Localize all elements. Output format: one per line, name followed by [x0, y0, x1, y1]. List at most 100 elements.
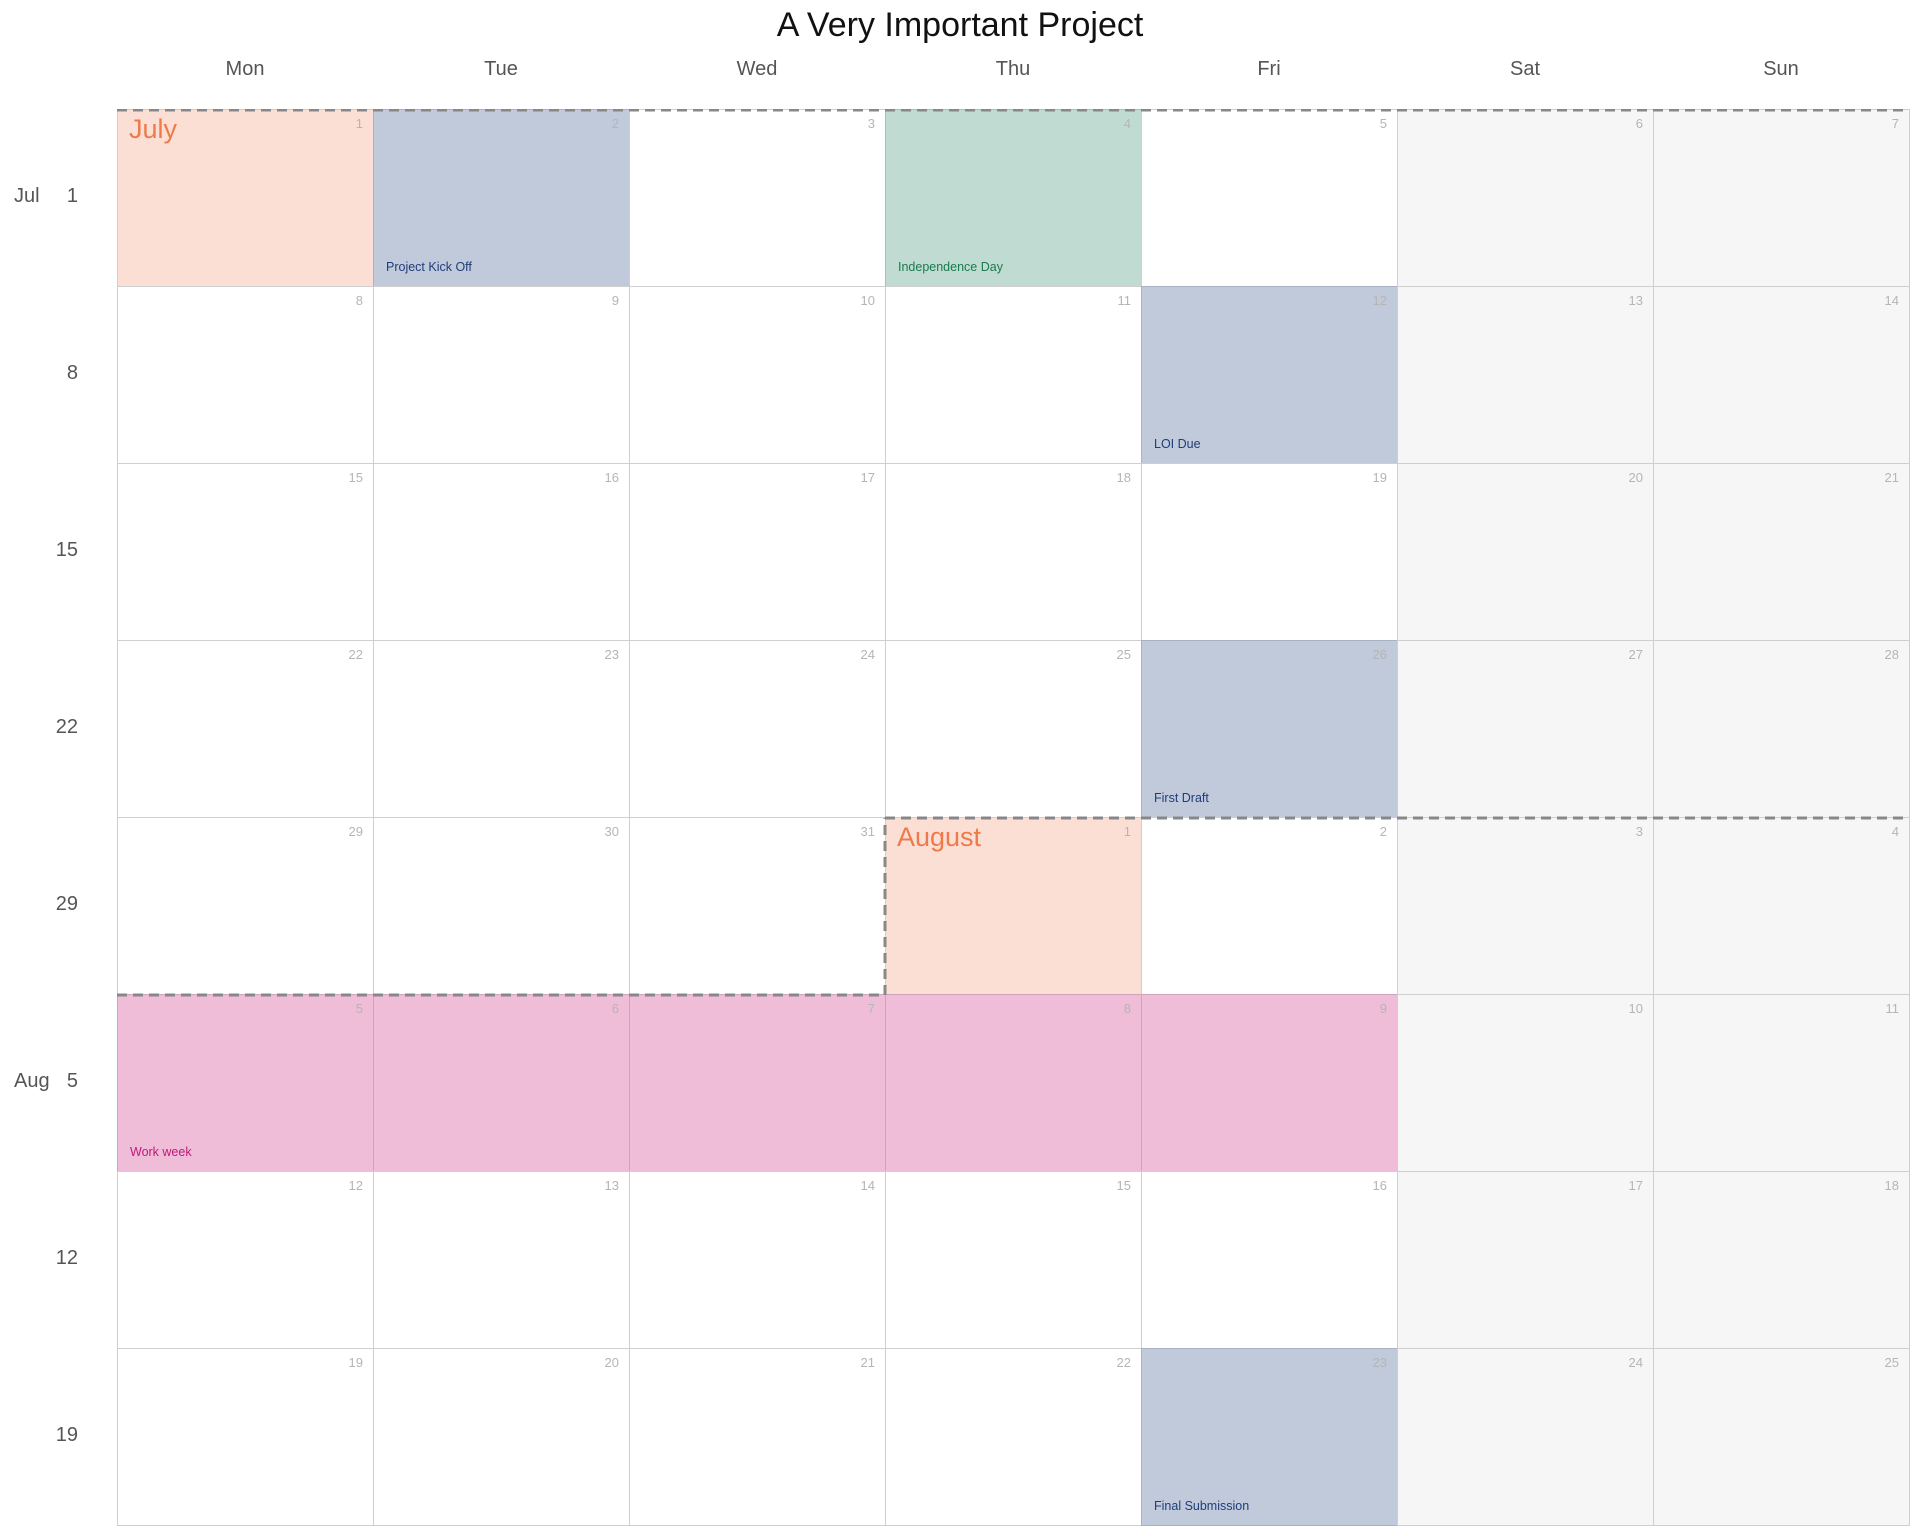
day-number: 18: [1116, 470, 1131, 485]
day-cell[interactable]: 6: [1397, 109, 1654, 287]
day-number: 21: [860, 1355, 875, 1370]
weekday-header-sun: Sun: [1763, 58, 1799, 80]
weekday-header-wed: Wed: [736, 58, 778, 80]
event-cell-workweek[interactable]: 7: [629, 994, 886, 1172]
day-cell[interactable]: 18: [1653, 1171, 1910, 1349]
day-cell[interactable]: 11: [885, 286, 1142, 464]
day-number: 27: [1628, 647, 1643, 662]
day-cell[interactable]: 10: [629, 286, 886, 464]
day-cell[interactable]: 21: [1653, 463, 1910, 641]
day-cell[interactable]: 15: [885, 1171, 1142, 1349]
day-cell[interactable]: 16: [1141, 1171, 1398, 1349]
day-number: 5: [355, 1001, 363, 1016]
day-cell[interactable]: 3: [629, 109, 886, 287]
event-cell-milestone[interactable]: 2 Project Kick Off: [373, 109, 630, 287]
day-cell[interactable]: 24: [629, 640, 886, 818]
day-cell[interactable]: 24: [1397, 1348, 1654, 1526]
day-number: 14: [860, 1178, 875, 1193]
day-cell[interactable]: 30: [373, 817, 630, 995]
event-label[interactable]: Project Kick Off: [386, 260, 472, 274]
day-cell[interactable]: 25: [1653, 1348, 1910, 1526]
week-row-start-day: 19: [55, 1423, 78, 1446]
day-cell[interactable]: 14: [629, 1171, 886, 1349]
day-cell[interactable]: 8: [117, 286, 374, 464]
event-label[interactable]: First Draft: [1154, 791, 1209, 805]
day-cell[interactable]: 17: [1397, 1171, 1654, 1349]
day-number: 29: [348, 824, 363, 839]
week-row-start-day: 22: [55, 715, 78, 738]
day-number: 11: [1885, 1001, 1900, 1016]
day-cell[interactable]: 11: [1653, 994, 1910, 1172]
day-cell[interactable]: 16: [373, 463, 630, 641]
day-cell[interactable]: 23: [373, 640, 630, 818]
day-cell[interactable]: 21: [629, 1348, 886, 1526]
day-number: 15: [1116, 1178, 1131, 1193]
day-number: 18: [1884, 1178, 1899, 1193]
day-cell[interactable]: 31: [629, 817, 886, 995]
weekday-header-mon: Mon: [225, 58, 265, 80]
day-number: 25: [1884, 1355, 1899, 1370]
day-number: 9: [1379, 1001, 1387, 1016]
event-cell-milestone[interactable]: 26 First Draft: [1141, 640, 1398, 818]
weekday-header-fri: Fri: [1257, 58, 1281, 80]
day-number: 3: [867, 116, 875, 131]
day-cell[interactable]: 13: [1397, 286, 1654, 464]
event-cell-workweek[interactable]: 5 Work week: [117, 994, 374, 1172]
day-number: 17: [860, 470, 875, 485]
day-cell[interactable]: 2: [1141, 817, 1398, 995]
day-cell[interactable]: 25: [885, 640, 1142, 818]
day-number: 8: [1123, 1001, 1131, 1016]
week-row-month: Jul: [14, 184, 40, 207]
day-number: 6: [611, 1001, 619, 1016]
day-cell[interactable]: 19: [117, 1348, 374, 1526]
day-cell[interactable]: 15: [117, 463, 374, 641]
day-cell[interactable]: 1 July: [117, 109, 374, 287]
day-cell[interactable]: 14: [1653, 286, 1910, 464]
day-cell[interactable]: 7: [1653, 109, 1910, 287]
event-label[interactable]: LOI Due: [1154, 437, 1201, 451]
day-cell[interactable]: 22: [117, 640, 374, 818]
day-number: 15: [348, 470, 363, 485]
day-cell[interactable]: 1 August: [885, 817, 1142, 995]
day-number: 28: [1884, 647, 1899, 662]
day-cell[interactable]: 27: [1397, 640, 1654, 818]
day-cell[interactable]: 20: [1397, 463, 1654, 641]
day-cell[interactable]: 20: [373, 1348, 630, 1526]
event-cell-holiday[interactable]: 4 Independence Day: [885, 109, 1142, 287]
month-name-label: July: [129, 114, 178, 144]
event-label[interactable]: Work week: [130, 1145, 192, 1159]
day-cell[interactable]: 13: [373, 1171, 630, 1349]
event-cell-milestone[interactable]: 23 Final Submission: [1141, 1348, 1398, 1526]
day-number: 16: [604, 470, 619, 485]
event-label[interactable]: Independence Day: [898, 260, 1003, 274]
day-cell[interactable]: 5: [1141, 109, 1398, 287]
day-number: 4: [1123, 116, 1131, 131]
day-cell[interactable]: 10: [1397, 994, 1654, 1172]
event-cell-milestone[interactable]: 12 LOI Due: [1141, 286, 1398, 464]
day-cell[interactable]: 3: [1397, 817, 1654, 995]
day-cell[interactable]: 12: [117, 1171, 374, 1349]
day-number: 16: [1372, 1178, 1387, 1193]
day-cell[interactable]: 18: [885, 463, 1142, 641]
day-cell[interactable]: 28: [1653, 640, 1910, 818]
day-cell[interactable]: 22: [885, 1348, 1142, 1526]
day-cell[interactable]: 4: [1653, 817, 1910, 995]
week-row-start-day: 1: [66, 184, 78, 207]
event-label[interactable]: Final Submission: [1154, 1499, 1250, 1513]
day-number: 2: [611, 116, 619, 131]
day-number: 31: [860, 824, 875, 839]
day-number: 24: [1628, 1355, 1643, 1370]
day-number: 7: [1891, 116, 1899, 131]
day-number: 20: [1628, 470, 1643, 485]
day-cell[interactable]: 9: [373, 286, 630, 464]
day-cell[interactable]: 29: [117, 817, 374, 995]
day-number: 25: [1116, 647, 1131, 662]
calendar-grid: 1 July 2 Project Kick Off 3 4 Independence Day…: [117, 109, 1910, 1526]
week-row-start-day: 12: [55, 1246, 78, 1269]
event-cell-workweek[interactable]: 6: [373, 994, 630, 1172]
week-row-start-day: 29: [55, 892, 78, 915]
event-cell-workweek[interactable]: 8: [885, 994, 1142, 1172]
day-cell[interactable]: 17: [629, 463, 886, 641]
day-cell[interactable]: 19: [1141, 463, 1398, 641]
event-cell-workweek[interactable]: 9: [1141, 994, 1398, 1172]
